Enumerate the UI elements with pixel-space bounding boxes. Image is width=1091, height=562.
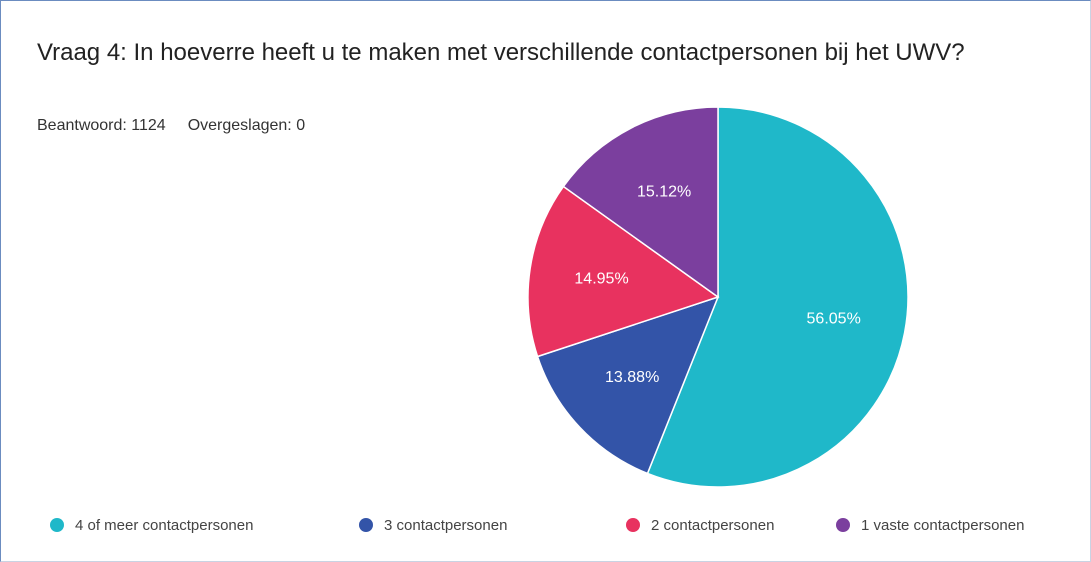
- slice-label: 56.05%: [807, 310, 861, 327]
- legend-label: 3 contactpersonen: [384, 517, 507, 534]
- slice-label: 14.95%: [574, 270, 628, 287]
- skipped: Overgeslagen: 0: [187, 117, 306, 134]
- legend-label: 4 of meer contactpersonen: [75, 517, 253, 534]
- legend-swatch: [626, 518, 640, 532]
- pie-slice: [527, 185, 720, 358]
- subtitle: Beantwoord: 1124 Overgeslagen: 0: [37, 117, 305, 135]
- pie-slice: [646, 106, 909, 488]
- legend-swatch: [50, 518, 64, 532]
- pie-slice: [562, 106, 719, 299]
- legend-label: 1 vaste contactpersonen: [861, 517, 1024, 534]
- answered: Beantwoord: 1124: [37, 117, 166, 134]
- chart-title: Vraag 4: In hoeverre heeft u te maken me…: [37, 39, 965, 66]
- legend-swatch: [359, 518, 373, 532]
- slice-label: 13.88%: [605, 369, 659, 386]
- legend-swatch: [836, 518, 850, 532]
- legend-label: 2 contactpersonen: [651, 517, 774, 534]
- slice-label: 15.12%: [637, 183, 691, 200]
- pie-slice: [536, 295, 720, 475]
